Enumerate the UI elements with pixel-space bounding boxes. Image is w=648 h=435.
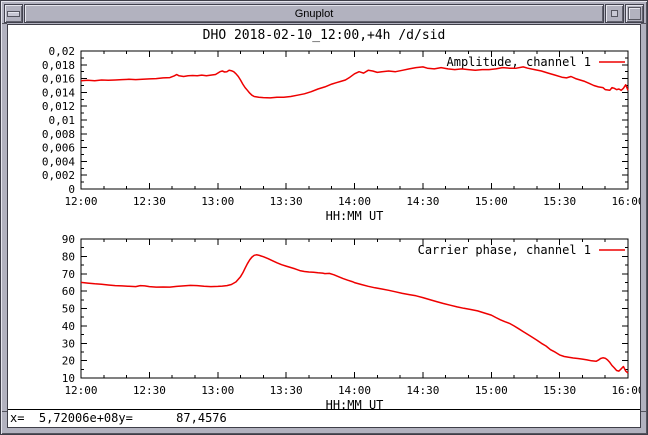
y-tick-label: 70 bbox=[62, 268, 75, 281]
x-tick-label: 14:00 bbox=[338, 195, 371, 208]
x-tick-label: 14:30 bbox=[406, 195, 439, 208]
minimize-button[interactable] bbox=[605, 4, 624, 23]
x-tick-label: 12:00 bbox=[64, 195, 97, 208]
frame-joint bbox=[2, 411, 7, 412]
x-tick-label: 15:00 bbox=[475, 384, 508, 397]
x-axis-label: HH:MM UT bbox=[326, 398, 384, 412]
y-tick-label: 50 bbox=[62, 303, 75, 316]
series-line bbox=[80, 66, 629, 99]
series-line bbox=[80, 254, 629, 374]
x-tick-label: 16:00 bbox=[611, 195, 641, 208]
axes bbox=[80, 50, 629, 190]
frame-joint bbox=[2, 23, 7, 24]
window-menu-icon bbox=[7, 10, 20, 17]
x-tick-label: 15:30 bbox=[543, 195, 576, 208]
y-tick-label: 0,02 bbox=[49, 45, 76, 58]
y-tick-label: 0,006 bbox=[42, 142, 75, 155]
y-tick-label: 0,004 bbox=[42, 155, 75, 168]
legend-label: Carrier phase, channel 1 bbox=[418, 243, 591, 257]
y-tick-label: 40 bbox=[62, 320, 75, 333]
mouse-y-readout: y= 87,4576 bbox=[118, 411, 227, 425]
x-tick-label: 15:30 bbox=[543, 384, 576, 397]
mouse-x-readout: x= 5,72006e+08 bbox=[10, 411, 119, 425]
chart-title: DHO 2018-02-10_12:00,+4h /d/sid bbox=[202, 28, 446, 43]
y-tick-label: 0,008 bbox=[42, 128, 75, 141]
y-tick-label: 10 bbox=[62, 372, 75, 385]
legend-label: Amplitude, channel 1 bbox=[447, 55, 592, 69]
y-tick-label: 30 bbox=[62, 337, 75, 350]
x-tick-label: 12:30 bbox=[133, 384, 166, 397]
x-tick-label: 14:30 bbox=[406, 384, 439, 397]
axes bbox=[80, 238, 629, 379]
x-tick-label: 13:30 bbox=[270, 195, 303, 208]
window-title[interactable]: Gnuplot bbox=[24, 4, 604, 23]
minimize-icon bbox=[611, 10, 618, 17]
window-title-text: Gnuplot bbox=[294, 7, 334, 20]
x-tick-label: 12:00 bbox=[64, 384, 97, 397]
y-tick-label: 0,002 bbox=[42, 169, 75, 182]
y-tick-label: 0,014 bbox=[42, 86, 75, 99]
y-tick-label: 60 bbox=[62, 285, 75, 298]
y-tick-label: 80 bbox=[62, 250, 75, 263]
y-tick-label: 0,01 bbox=[49, 114, 76, 127]
y-tick-label: 0 bbox=[68, 183, 75, 196]
y-tick-label: 20 bbox=[62, 355, 75, 368]
y-tick-label: 0,012 bbox=[42, 100, 75, 113]
x-tick-label: 16:00 bbox=[611, 384, 641, 397]
frame-joint bbox=[641, 411, 646, 412]
y-tick-label: 0,016 bbox=[42, 73, 75, 86]
y-tick-label: 90 bbox=[62, 233, 75, 246]
x-tick-label: 12:30 bbox=[133, 195, 166, 208]
plot-area: DHO 2018-02-10_12:00,+4h /d/sid 12:00 12:… bbox=[7, 24, 641, 428]
mouse-coordinate-readout: x= 5,72006e+08y= 87,4576 bbox=[8, 409, 640, 427]
maximize-icon bbox=[628, 7, 641, 20]
x-tick-label: 14:00 bbox=[338, 384, 371, 397]
frame-joint bbox=[641, 23, 646, 24]
x-axis-label: HH:MM UT bbox=[326, 209, 384, 223]
x-tick-label: 13:30 bbox=[270, 384, 303, 397]
maximize-button[interactable] bbox=[625, 4, 644, 23]
x-tick-label: 13:00 bbox=[201, 195, 234, 208]
gnuplot-canvas[interactable]: 12:00 12:30 13:00 13:30 14:00 14:30 15:00 15:30… bbox=[8, 25, 641, 414]
x-tick-label: 15:00 bbox=[475, 195, 508, 208]
window-titlebar[interactable]: Gnuplot bbox=[4, 4, 644, 23]
y-tick-label: 0,018 bbox=[42, 59, 75, 72]
window-menu-button[interactable] bbox=[4, 4, 23, 23]
x-tick-label: 13:00 bbox=[201, 384, 234, 397]
